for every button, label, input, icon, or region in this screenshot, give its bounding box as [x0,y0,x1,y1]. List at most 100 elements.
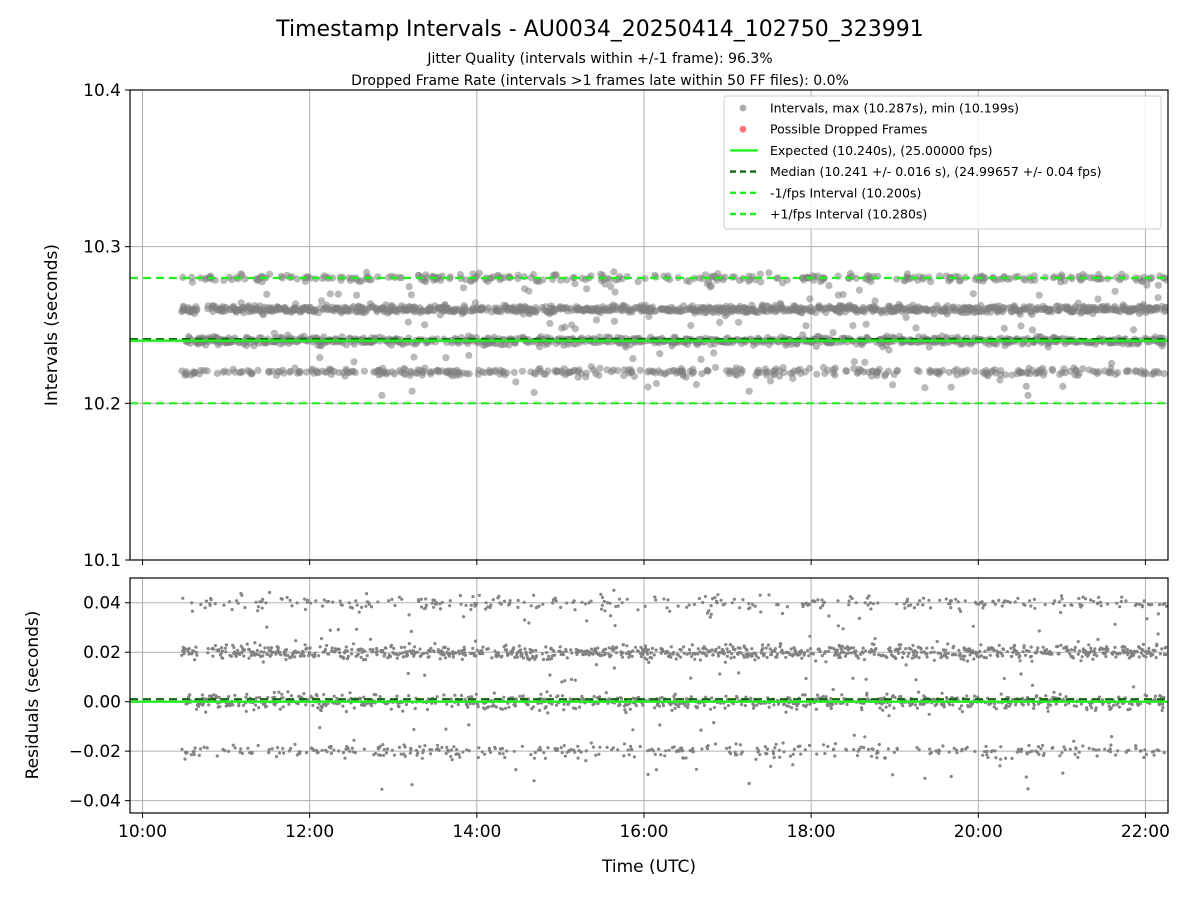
residual-point [296,650,300,654]
residual-point [679,655,683,659]
residual-point [472,651,476,655]
interval-point [1155,369,1163,377]
residual-point [1058,692,1062,697]
interval-point [930,310,938,318]
residual-point [754,651,758,656]
residual-point [627,655,631,659]
residual-point [627,652,632,657]
residual-point [939,652,943,656]
residual-point [609,653,613,658]
residual-point [860,708,864,712]
residual-point [558,645,562,649]
residual-point [835,648,839,652]
residual-point [832,747,836,751]
residual-point [445,702,449,706]
residual-point [779,642,783,646]
residual-point [514,768,518,772]
residual-point [910,656,914,660]
interval-point [293,275,301,283]
residual-point [935,702,939,706]
interval-point [952,365,961,373]
legend-entry: Possible Dropped Frames [739,122,927,137]
residual-point [559,605,563,610]
interval-point [692,380,701,389]
residual-point [854,601,858,605]
residual-point [591,745,596,749]
legend-entry: Expected (10.240s), (25.00000 fps) [730,143,992,158]
residual-point [570,677,574,682]
residual-point [442,693,446,697]
residual-point [298,750,302,754]
residual-point [704,647,708,651]
residual-point [420,756,424,760]
residual-point [252,708,256,712]
residual-point [919,647,923,651]
residual-point [401,709,405,713]
residual-point [587,653,591,657]
residual-point [936,651,940,655]
residual-point [614,604,618,609]
interval-point [644,383,652,391]
residual-point [634,704,638,708]
residual-point [809,647,813,651]
residual-point [983,649,987,653]
residual-point [322,693,326,697]
residual-point [363,649,367,653]
residual-point [869,754,874,758]
residual-point [224,643,228,647]
residual-point [314,599,318,603]
interval-point [1022,382,1030,390]
residual-point [293,655,297,659]
residual-point [744,695,748,699]
interval-point [806,295,814,303]
interval-point [1114,369,1122,377]
residual-point [932,658,936,662]
residual-point [910,702,915,706]
residual-point [1030,683,1035,688]
residual-point [284,653,288,657]
residual-point [686,702,690,707]
interval-point [596,364,604,372]
residual-point [421,751,425,755]
residual-point [742,655,746,660]
residual-point [962,658,966,662]
residual-point [440,745,444,750]
residual-point [293,742,297,747]
interval-point [1162,303,1168,312]
residual-point [693,657,697,661]
residual-point [412,727,416,732]
residual-point [446,647,450,651]
residual-point [611,746,615,750]
residual-point [438,602,442,606]
residual-point [497,653,501,657]
residual-point [466,705,470,709]
residual-point [532,756,537,760]
residual-point [463,697,467,701]
residual-point [262,650,266,654]
residual-point [417,599,421,604]
interval-point [583,285,591,293]
residual-point [385,747,390,751]
residual-point [325,750,329,754]
residual-point [823,650,828,654]
residual-point [500,654,504,658]
residual-point [855,754,860,758]
residual-point [881,708,885,712]
residual-point [780,611,785,616]
residual-point [194,707,199,711]
residual-point [1056,644,1060,649]
residual-point [1045,648,1049,652]
residual-point [503,755,507,760]
residual-point [883,756,888,760]
residual-point [348,691,352,695]
residual-point [413,645,417,649]
residual-point [250,751,254,755]
residual-point [245,642,249,646]
residual-point [548,694,553,698]
residual-point [605,745,609,750]
residual-point [872,652,876,657]
residual-point [599,592,603,597]
residual-point [249,650,253,654]
residual-point [725,647,729,651]
interval-point [317,297,326,305]
